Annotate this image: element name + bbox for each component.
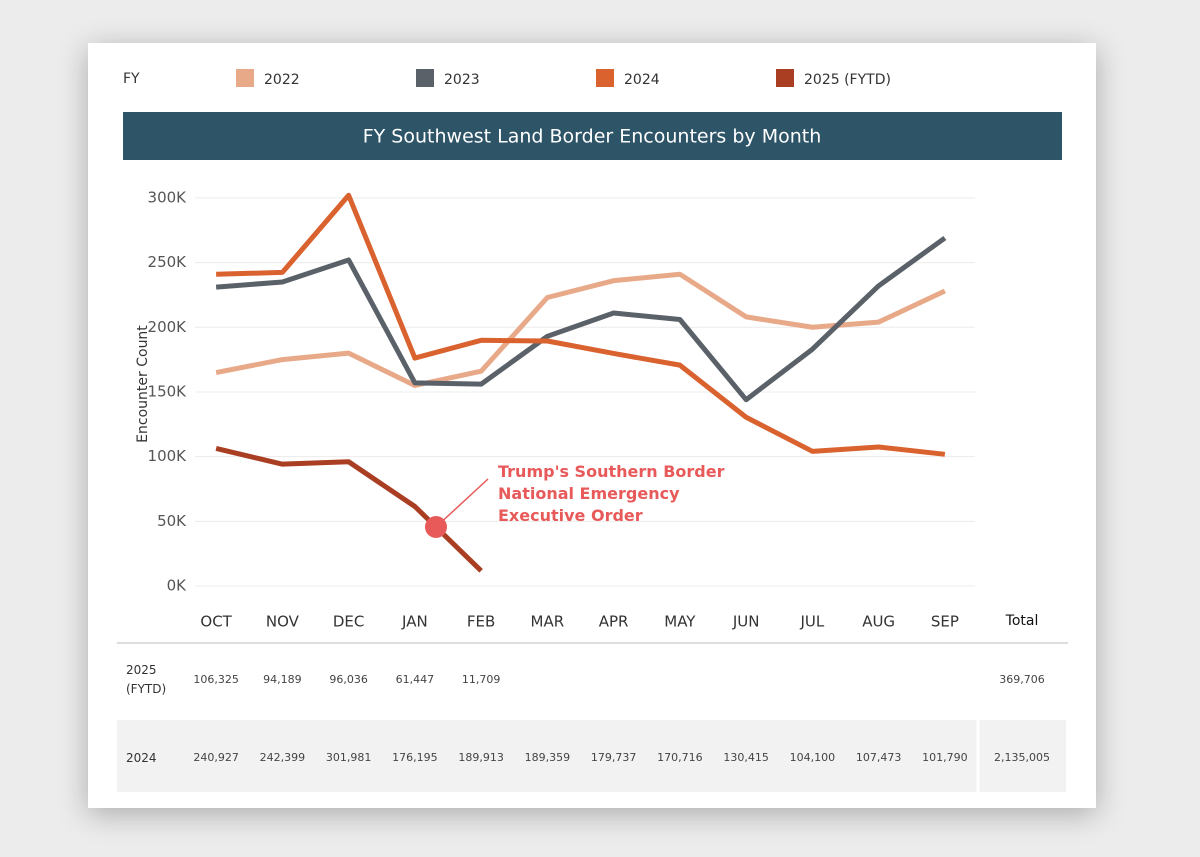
legend-swatch bbox=[776, 69, 794, 87]
annotation-dot bbox=[425, 516, 447, 538]
chart-title: FY Southwest Land Border Encounters by M… bbox=[363, 126, 822, 148]
x-tick-label: DEC bbox=[333, 613, 365, 631]
table-cell: 104,100 bbox=[790, 751, 836, 764]
card bbox=[88, 43, 1096, 808]
y-tick-label: 150K bbox=[148, 382, 188, 400]
row-label: 2025 (FYTD) bbox=[126, 663, 167, 696]
legend-swatch bbox=[236, 69, 254, 87]
legend-label: 2022 bbox=[264, 72, 300, 88]
legend-title: FY bbox=[123, 71, 140, 87]
y-tick-label: 50K bbox=[157, 512, 187, 530]
table-cell: 11,709 bbox=[462, 673, 501, 686]
title-bar bbox=[123, 112, 1062, 160]
y-tick-label: 200K bbox=[148, 318, 188, 336]
table-cell: 106,325 bbox=[193, 673, 239, 686]
y-axis-label: Encounter Count bbox=[135, 325, 151, 443]
y-tick-label: 250K bbox=[148, 253, 188, 271]
table-cell: 189,359 bbox=[525, 751, 571, 764]
x-tick-label: JUL bbox=[799, 613, 824, 631]
x-tick-label: AUG bbox=[862, 613, 895, 631]
y-tick-label: 100K bbox=[148, 447, 188, 465]
table-cell: 242,399 bbox=[260, 751, 306, 764]
table-cell: 189,913 bbox=[458, 751, 504, 764]
series-line bbox=[215, 271, 946, 388]
annotation-leader bbox=[435, 478, 489, 528]
x-tick-label: SEP bbox=[931, 613, 959, 631]
x-tick-label: JAN bbox=[401, 613, 428, 631]
table-cell: 94,189 bbox=[263, 673, 302, 686]
series-line bbox=[215, 446, 483, 573]
x-tick-label: JUN bbox=[732, 613, 760, 631]
x-tick-label: OCT bbox=[200, 613, 232, 631]
y-tick-label: 300K bbox=[148, 188, 188, 206]
series-line bbox=[216, 192, 946, 457]
table-cell: 130,415 bbox=[723, 751, 769, 764]
table-cell: 240,927 bbox=[193, 751, 239, 764]
table-cell: 101,790 bbox=[922, 751, 968, 764]
table-cell: 170,716 bbox=[657, 751, 703, 764]
legend-swatch bbox=[596, 69, 614, 87]
table-cell: 176,195 bbox=[392, 751, 438, 764]
legend-label: 2023 bbox=[444, 72, 480, 88]
table-total: 369,706 bbox=[999, 673, 1045, 686]
legend-swatch bbox=[416, 69, 434, 87]
row-label: 2024 bbox=[126, 750, 157, 765]
legend-label: 2024 bbox=[624, 72, 660, 88]
legend-label: 2025 (FYTD) bbox=[804, 72, 891, 88]
x-tick-label: FEB bbox=[467, 613, 495, 631]
y-tick-label: 0K bbox=[167, 577, 188, 595]
table-row-bg bbox=[117, 720, 1066, 792]
table-cell: 179,737 bbox=[591, 751, 637, 764]
table-total: 2,135,005 bbox=[994, 751, 1050, 764]
total-header: Total bbox=[1005, 613, 1039, 629]
x-tick-label: NOV bbox=[266, 613, 300, 631]
table-cell: 96,036 bbox=[329, 673, 368, 686]
table-cell: 301,981 bbox=[326, 751, 372, 764]
table-cell: 107,473 bbox=[856, 751, 902, 764]
series-line bbox=[215, 235, 947, 403]
annotation: Trump's Southern Border National Emergenc… bbox=[498, 462, 725, 525]
table-cell: 61,447 bbox=[396, 673, 435, 686]
x-tick-label: APR bbox=[599, 613, 629, 631]
x-tick-label: MAY bbox=[664, 613, 696, 631]
x-tick-label: MAR bbox=[531, 613, 565, 631]
